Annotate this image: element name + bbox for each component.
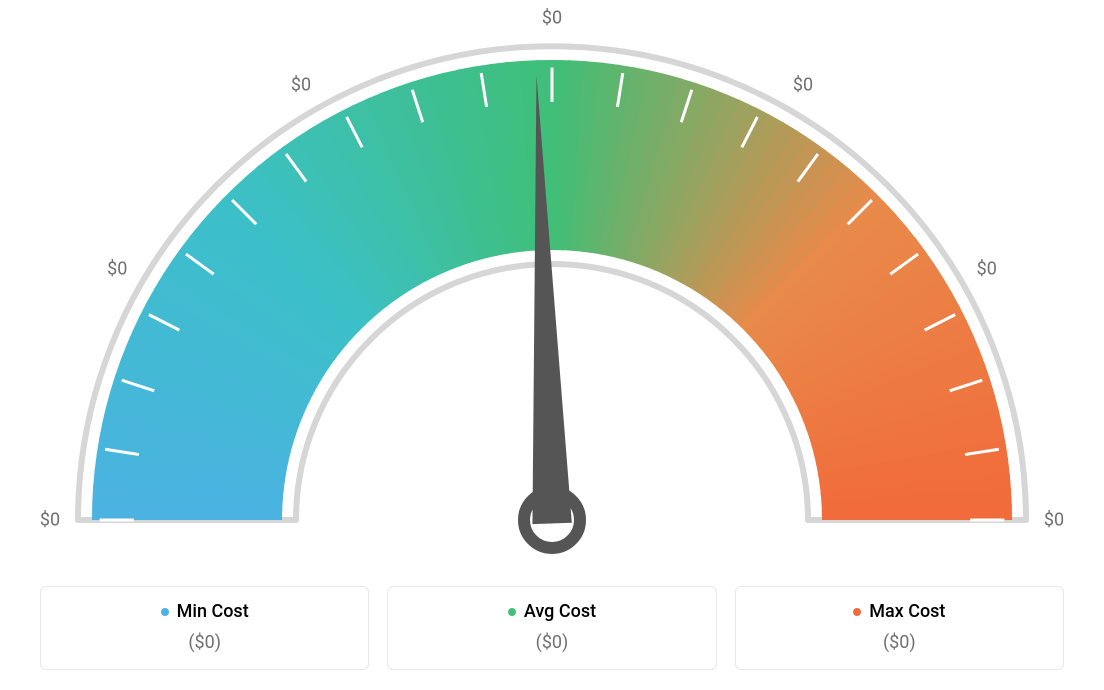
legend-label-max: Max Cost xyxy=(869,601,945,622)
legend-dot-avg xyxy=(508,608,516,616)
legend-row: Min Cost ($0) Avg Cost ($0) Max Cost ($0… xyxy=(40,586,1064,671)
legend-card-min: Min Cost ($0) xyxy=(40,586,369,671)
gauge-tick-label: $0 xyxy=(542,8,562,29)
gauge-tick-label: $0 xyxy=(793,75,813,96)
legend-dot-min xyxy=(161,608,169,616)
gauge-tick-label: $0 xyxy=(107,259,127,280)
legend-title-max: Max Cost xyxy=(853,601,945,622)
legend-value-max: ($0) xyxy=(746,632,1053,653)
cost-gauge-widget: $0 $0 $0 $0 $0 $0 $0 Min Cost ($0) Avg Cost ($… xyxy=(0,0,1104,690)
gauge-chart: $0 $0 $0 $0 $0 $0 $0 xyxy=(0,0,1104,560)
legend-label-min: Min Cost xyxy=(177,601,249,622)
gauge-svg xyxy=(0,0,1104,560)
gauge-tick-label: $0 xyxy=(1044,510,1064,531)
gauge-tick-label: $0 xyxy=(40,510,60,531)
gauge-tick-label: $0 xyxy=(977,259,997,280)
legend-title-avg: Avg Cost xyxy=(508,601,596,622)
gauge-tick-label: $0 xyxy=(291,75,311,96)
legend-card-max: Max Cost ($0) xyxy=(735,586,1064,671)
legend-card-avg: Avg Cost ($0) xyxy=(387,586,716,671)
legend-title-min: Min Cost xyxy=(161,601,249,622)
legend-label-avg: Avg Cost xyxy=(524,601,596,622)
legend-dot-max xyxy=(853,608,861,616)
legend-value-min: ($0) xyxy=(51,632,358,653)
legend-value-avg: ($0) xyxy=(398,632,705,653)
